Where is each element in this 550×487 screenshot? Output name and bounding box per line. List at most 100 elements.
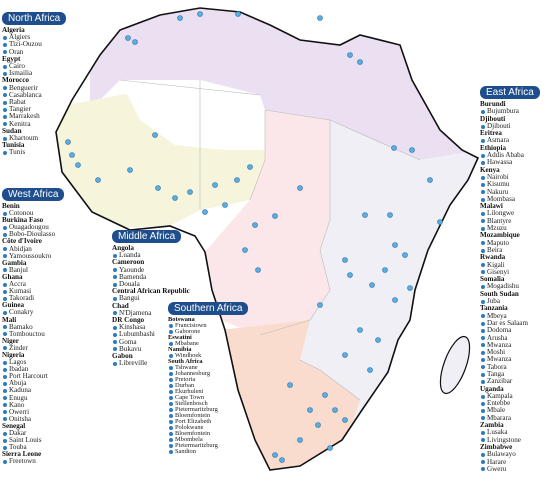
country-name: Ethiopia: [480, 143, 507, 152]
city-name: Kaduna: [2, 387, 64, 394]
city-name: Sandton: [168, 448, 248, 455]
region-panel: Middle Africa Angola Luanda Cameroon Yaounde…: [112, 230, 190, 367]
city-name: Ibadan: [2, 366, 64, 373]
country-name: Algeria: [2, 26, 25, 34]
city-name: Gisenyi: [480, 268, 540, 276]
country-name: Rwanda: [480, 253, 506, 262]
country-name: Chad: [112, 301, 129, 310]
country-name: Zambia: [480, 421, 504, 430]
country-name: Eswatini: [168, 334, 192, 341]
city-name: Abidjan: [2, 245, 64, 253]
city-name: Accra: [2, 280, 64, 288]
city-name: Polokwane: [168, 424, 248, 431]
city-name: Onitsha: [2, 415, 64, 423]
city-name: Dodoma: [480, 326, 540, 334]
city-name: Kampala: [480, 392, 540, 400]
city-name: Pietermaritzburg: [168, 442, 248, 449]
country-name: Mozambique: [480, 231, 520, 240]
city-name: Algiers: [2, 33, 66, 41]
city-name: Enugu: [2, 394, 64, 402]
city-name: Zinder: [2, 344, 64, 352]
country-name: Morocco: [2, 76, 30, 85]
city-name: Addis Ababa: [480, 151, 540, 159]
city-name: Touba: [2, 444, 64, 451]
region-panel: North Africa Algeria Algiers Tizi-Ouzou Oran…: [2, 12, 67, 157]
city-name: Bujumbura: [480, 107, 540, 115]
city-name: Mbarara: [480, 414, 540, 422]
city-name: Kano: [2, 401, 64, 409]
country-name: Botswana: [168, 316, 195, 323]
city-name: Bloemfontein: [168, 430, 248, 437]
city-name: Livingstone: [480, 436, 540, 444]
city-name: Moshi: [480, 348, 540, 356]
city-name: Arusha: [480, 334, 540, 342]
city-name: Mbale: [480, 407, 540, 414]
country-name: Gabon: [112, 352, 133, 361]
city-name: Conakry: [2, 309, 64, 316]
city-name: Nairobi: [480, 173, 540, 181]
city-name: Hawassa: [480, 159, 540, 166]
region-panel: East Africa Burundi Bujumbura Djibouti Djibo…: [480, 86, 540, 473]
country-name: Burkina Faso: [2, 216, 44, 225]
city-name: Douala: [112, 280, 190, 288]
city-name: Dar es Salaam: [480, 319, 540, 327]
city-name: Khartoum: [2, 134, 66, 142]
country-name: Zimbabwe: [480, 442, 513, 451]
city-name: Beira: [480, 246, 540, 254]
region-title: North Africa: [2, 12, 67, 25]
city-name: Kenitra: [2, 120, 66, 128]
city-name: Bloemfontein: [168, 412, 248, 419]
city-name: Cairo: [2, 62, 66, 70]
city-name: Stellenbosch: [168, 400, 248, 407]
city-name: Tshwane: [168, 364, 248, 371]
region-title: West Africa: [2, 188, 65, 201]
city-name: Tanga: [480, 370, 540, 378]
country-name: Côte d'Ivoire: [2, 237, 42, 246]
madagascar: [439, 335, 471, 395]
country-name: Senegal: [2, 421, 26, 430]
city-name: Mwanza: [480, 341, 540, 349]
city-name: Francistown: [168, 322, 248, 329]
city-name: Mombasa: [480, 195, 540, 203]
city-name: Libreville: [112, 360, 190, 367]
city-name: Cape Town: [168, 394, 248, 401]
country-name: Sierra Leone: [2, 450, 42, 459]
country-name: Egypt: [2, 54, 21, 63]
city-name: Gweru: [480, 465, 540, 473]
country-name: Tanzania: [480, 304, 508, 313]
city-name: Yamoussoukro: [2, 252, 64, 260]
city-name: Tangier: [2, 106, 66, 113]
region-panel: West Africa Benin Cotonou Burkina Faso Ouaga…: [2, 188, 65, 465]
country-name: Benin: [2, 202, 20, 210]
city-name: Nakuru: [480, 188, 540, 196]
city-name: Mbombela: [168, 436, 248, 443]
country-name: Uganda: [480, 384, 504, 393]
city-name: Port Elizabeth: [168, 418, 248, 425]
city-name: Ouagadougou: [2, 224, 64, 231]
country-name: Cameroon: [112, 258, 145, 267]
country-name: Kenya: [480, 165, 500, 174]
country-name: Central African Republic: [112, 287, 190, 296]
country-name: Niger: [2, 336, 19, 345]
city-name: Bulawayo: [480, 450, 540, 458]
city-name: Lilongwe: [480, 210, 540, 217]
country-name: Djibouti: [480, 114, 506, 123]
city-name: Bobo-Dioulasso: [2, 231, 64, 238]
country-name: Sudan: [2, 126, 22, 135]
city-name: Mwanza: [480, 356, 540, 363]
region-title: East Africa: [480, 86, 540, 99]
country-name: Mali: [2, 315, 17, 324]
city-name: Tunis: [2, 149, 66, 156]
city-name: N'Djamena: [112, 309, 190, 317]
country-name: Namibia: [168, 346, 192, 353]
city-name: Bukavu: [112, 345, 190, 353]
city-name: Windhoek: [168, 352, 248, 359]
city-name: Marrakesh: [2, 113, 66, 120]
country-name: Somalia: [480, 275, 505, 284]
country-name: Malawi: [480, 202, 503, 211]
region-title: Middle Africa: [112, 230, 182, 243]
city-name: Cotonou: [2, 209, 64, 217]
